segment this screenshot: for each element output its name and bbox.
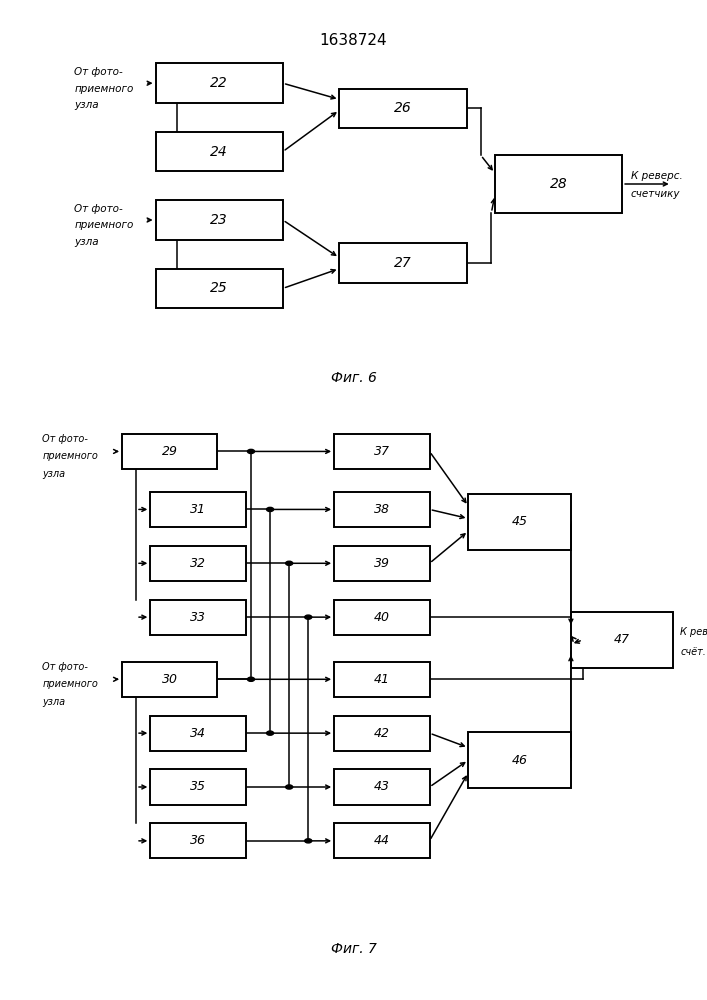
Text: 22: 22 (210, 76, 228, 90)
Bar (122, 434, 218, 469)
Text: счетчику: счетчику (631, 189, 680, 199)
Text: приемного: приемного (74, 84, 134, 94)
Text: счёт.: счёт. (681, 647, 706, 657)
Text: 27: 27 (394, 256, 412, 270)
Bar (122, 662, 218, 697)
Bar (334, 716, 430, 751)
Text: 42: 42 (374, 727, 390, 740)
Text: От фото-: От фото- (42, 662, 88, 672)
Text: узла: узла (74, 237, 99, 247)
Text: 1638724: 1638724 (320, 33, 387, 48)
Text: 38: 38 (374, 503, 390, 516)
Text: приемного: приемного (42, 679, 98, 689)
Text: 24: 24 (210, 145, 228, 159)
Bar (334, 823, 430, 858)
Bar (339, 89, 467, 128)
Text: 47: 47 (614, 633, 630, 646)
Bar (334, 600, 430, 635)
Text: 35: 35 (190, 780, 206, 794)
Text: 40: 40 (374, 611, 390, 624)
Text: 26: 26 (394, 101, 412, 115)
Text: Фиг. 7: Фиг. 7 (331, 942, 376, 956)
Text: 45: 45 (512, 515, 527, 528)
Text: 23: 23 (210, 213, 228, 227)
Text: 31: 31 (190, 503, 206, 516)
Circle shape (286, 561, 293, 565)
Bar (156, 63, 283, 103)
Bar (339, 243, 467, 283)
Text: 39: 39 (374, 557, 390, 570)
Bar (334, 492, 430, 527)
Text: 36: 36 (190, 834, 206, 847)
Text: узла: узла (42, 697, 66, 707)
Bar (151, 716, 246, 751)
Text: От фото-: От фото- (74, 204, 123, 214)
Text: 34: 34 (190, 727, 206, 740)
Bar (469, 494, 571, 550)
Bar (151, 769, 246, 805)
Circle shape (247, 677, 255, 681)
Text: 32: 32 (190, 557, 206, 570)
Text: 33: 33 (190, 611, 206, 624)
Text: узла: узла (74, 100, 99, 110)
Bar (151, 823, 246, 858)
Circle shape (305, 839, 312, 843)
Text: 46: 46 (512, 754, 527, 767)
Text: 28: 28 (549, 177, 568, 191)
Bar (495, 155, 622, 213)
Text: От фото-: От фото- (42, 434, 88, 444)
Bar (469, 732, 571, 788)
Text: К реверс.: К реверс. (681, 627, 707, 637)
Text: 37: 37 (374, 445, 390, 458)
Bar (156, 200, 283, 240)
Text: 41: 41 (374, 673, 390, 686)
Bar (334, 546, 430, 581)
Bar (156, 132, 283, 171)
Circle shape (247, 449, 255, 454)
Bar (334, 662, 430, 697)
Bar (571, 612, 674, 668)
Text: 44: 44 (374, 834, 390, 847)
Bar (334, 434, 430, 469)
Circle shape (267, 731, 274, 735)
Bar (156, 269, 283, 308)
Text: От фото-: От фото- (74, 67, 123, 77)
Text: К реверс.: К реверс. (631, 171, 682, 181)
Bar (151, 600, 246, 635)
Circle shape (286, 785, 293, 789)
Text: приемного: приемного (42, 451, 98, 461)
Text: 30: 30 (162, 673, 177, 686)
Bar (151, 546, 246, 581)
Bar (334, 769, 430, 805)
Text: узла: узла (42, 469, 66, 479)
Bar (151, 492, 246, 527)
Text: Фиг. 6: Фиг. 6 (331, 371, 376, 385)
Circle shape (305, 615, 312, 619)
Text: 43: 43 (374, 780, 390, 794)
Text: 29: 29 (162, 445, 177, 458)
Text: приемного: приемного (74, 220, 134, 230)
Text: 25: 25 (210, 281, 228, 295)
Circle shape (267, 507, 274, 512)
